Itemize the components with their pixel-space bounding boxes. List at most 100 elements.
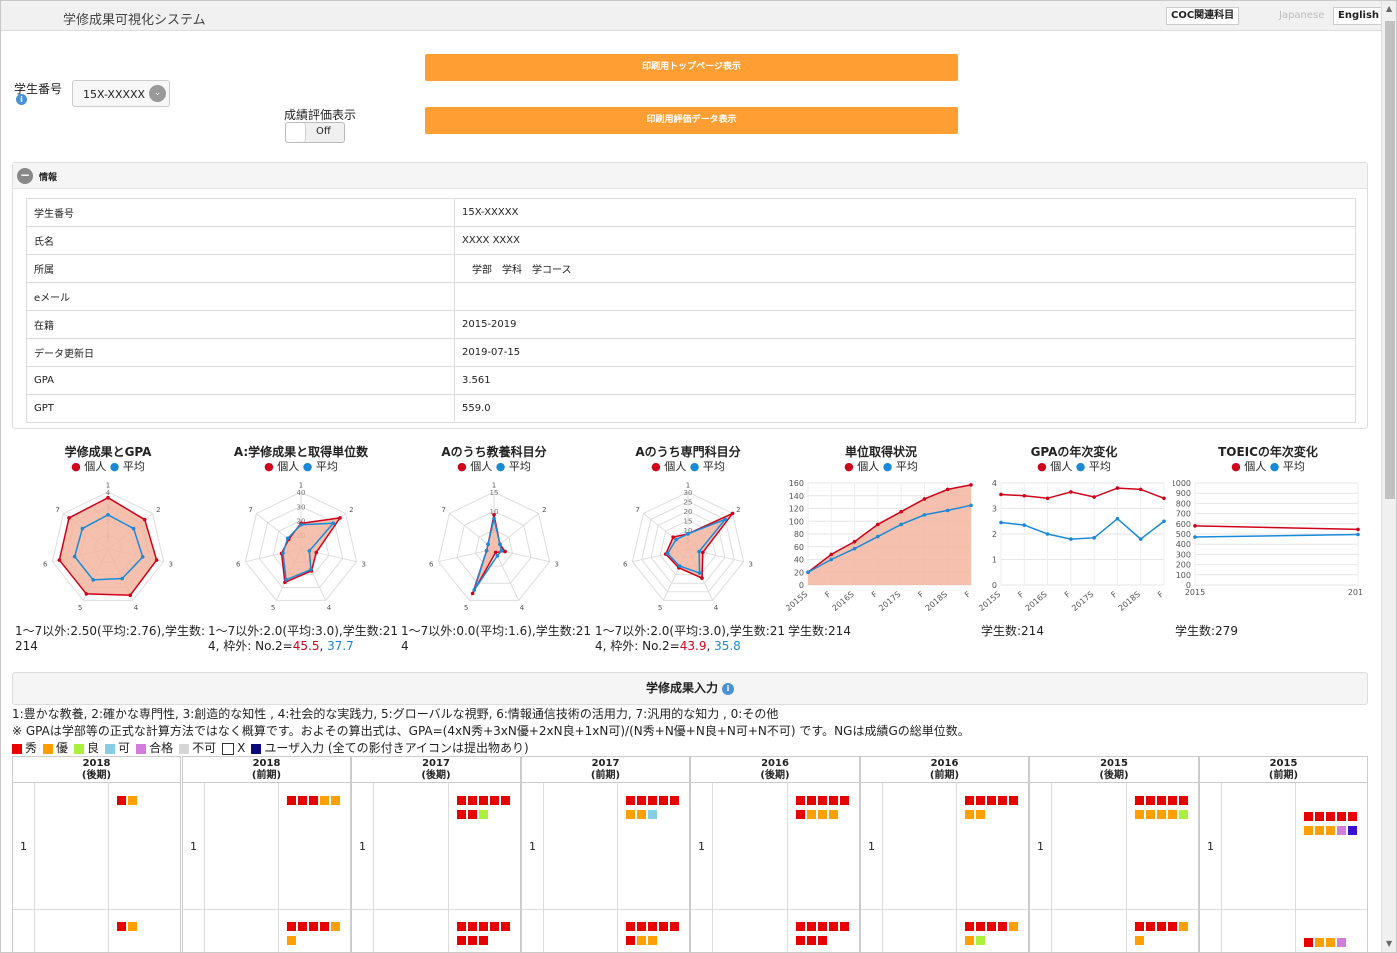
grade-icon[interactable]	[796, 936, 805, 945]
scroll-down-arrow-icon[interactable]: ▼	[1386, 939, 1393, 948]
grade-icon[interactable]	[807, 796, 816, 805]
grade-icon[interactable]	[965, 936, 974, 945]
grade-icon[interactable]	[287, 796, 296, 805]
grade-icon[interactable]	[1315, 826, 1324, 835]
scrollbar-thumb[interactable]	[1385, 21, 1395, 499]
student-number-select[interactable]: 15X-XXXXX ⌄	[72, 80, 170, 107]
chart-legend[interactable]: ● 個人 ● 平均	[206, 458, 396, 474]
grade-icon[interactable]	[298, 796, 307, 805]
grade-icon[interactable]	[807, 936, 816, 945]
grade-icon[interactable]	[659, 796, 668, 805]
grade-icon[interactable]	[1304, 812, 1313, 821]
grade-icon[interactable]	[1146, 796, 1155, 805]
chart-legend[interactable]: ● 個人 ● 平均	[979, 458, 1169, 474]
grade-icon[interactable]	[1168, 922, 1177, 931]
grade-icon[interactable]	[659, 922, 668, 931]
grade-icon[interactable]	[128, 796, 137, 805]
grade-icon[interactable]	[1135, 810, 1144, 819]
grade-icon[interactable]	[648, 922, 657, 931]
semester-header[interactable]: 2017 (後期)	[352, 757, 520, 783]
chart-legend[interactable]: ● 個人 ● 平均	[786, 458, 976, 474]
grade-icon[interactable]	[998, 796, 1007, 805]
grade-icon[interactable]	[829, 796, 838, 805]
grade-icon[interactable]	[1157, 810, 1166, 819]
grade-icon[interactable]	[1337, 938, 1346, 947]
grade-icon[interactable]	[1135, 936, 1144, 945]
grade-icon[interactable]	[479, 922, 488, 931]
grade-icon[interactable]	[1315, 938, 1324, 947]
grade-icon[interactable]	[457, 922, 466, 931]
semester-header[interactable]: 2015 (前期)	[1200, 757, 1367, 783]
grade-icon[interactable]	[117, 796, 126, 805]
grade-icon[interactable]	[320, 796, 329, 805]
grade-icon[interactable]	[331, 796, 340, 805]
semester-header[interactable]: 2016 (前期)	[861, 757, 1028, 783]
grade-icon[interactable]	[457, 936, 466, 945]
grade-icon[interactable]	[1315, 812, 1324, 821]
grade-icon[interactable]	[117, 922, 126, 931]
chart-legend[interactable]: ● 個人 ● 平均	[399, 458, 589, 474]
print-eval-data-button[interactable]: 印刷用評価データ表示	[425, 107, 958, 134]
grade-icon[interactable]	[829, 922, 838, 931]
lang-english-button[interactable]: English	[1333, 7, 1385, 25]
learning-outcome-input-header[interactable]: 学修成果入力 i	[12, 672, 1368, 705]
info-icon[interactable]: i	[722, 682, 734, 695]
grade-icon[interactable]	[479, 810, 488, 819]
grade-eval-toggle[interactable]: Off	[285, 122, 345, 143]
grade-icon[interactable]	[1337, 812, 1346, 821]
grade-icon[interactable]	[965, 922, 974, 931]
vertical-scrollbar[interactable]: ▲ ▼	[1381, 1, 1396, 952]
grade-icon[interactable]	[490, 796, 499, 805]
grade-icon[interactable]	[965, 810, 974, 819]
grade-icon[interactable]	[965, 796, 974, 805]
grade-icon[interactable]	[468, 796, 477, 805]
grade-icon[interactable]	[287, 936, 296, 945]
grade-icon[interactable]	[1009, 796, 1018, 805]
grade-icon[interactable]	[298, 922, 307, 931]
grade-icon[interactable]	[1179, 796, 1188, 805]
grade-icon[interactable]	[670, 796, 679, 805]
grade-icon[interactable]	[468, 810, 477, 819]
grade-icon[interactable]	[976, 810, 985, 819]
grade-icon[interactable]	[1304, 826, 1313, 835]
grade-icon[interactable]	[501, 796, 510, 805]
grade-icon[interactable]	[670, 922, 679, 931]
grade-icon[interactable]	[1009, 922, 1018, 931]
grade-icon[interactable]	[1304, 938, 1313, 947]
grade-icon[interactable]	[829, 810, 838, 819]
grade-icon[interactable]	[1326, 938, 1335, 947]
grade-icon[interactable]	[1179, 810, 1188, 819]
grade-icon[interactable]	[309, 922, 318, 931]
grade-icon[interactable]	[818, 936, 827, 945]
chart-legend[interactable]: ● 個人 ● 平均	[13, 458, 203, 474]
grade-icon[interactable]	[637, 810, 646, 819]
grade-icon[interactable]	[637, 922, 646, 931]
grade-icon[interactable]	[648, 796, 657, 805]
grade-icon[interactable]	[987, 922, 996, 931]
grade-icon[interactable]	[1135, 922, 1144, 931]
grade-icon[interactable]	[1168, 810, 1177, 819]
grade-icon[interactable]	[796, 796, 805, 805]
semester-header[interactable]: 2015 (後期)	[1030, 757, 1198, 783]
grade-icon[interactable]	[626, 810, 635, 819]
grade-icon[interactable]	[626, 796, 635, 805]
grade-icon[interactable]	[490, 922, 499, 931]
grade-icon[interactable]	[1337, 826, 1346, 835]
grade-icon[interactable]	[320, 922, 329, 931]
grade-icon[interactable]	[796, 922, 805, 931]
grade-icon[interactable]	[1348, 826, 1357, 835]
grade-icon[interactable]	[648, 936, 657, 945]
semester-header[interactable]: 2018 (前期)	[183, 757, 350, 783]
semester-header[interactable]: 2017 (前期)	[522, 757, 689, 783]
grade-icon[interactable]	[818, 922, 827, 931]
grade-icon[interactable]	[457, 796, 466, 805]
grade-icon[interactable]	[1348, 812, 1357, 821]
grade-icon[interactable]	[468, 936, 477, 945]
grade-icon[interactable]	[479, 796, 488, 805]
scroll-up-arrow-icon[interactable]: ▲	[1386, 4, 1393, 13]
grade-icon[interactable]	[457, 810, 466, 819]
lang-japanese-button[interactable]: Japanese	[1274, 7, 1330, 25]
semester-header[interactable]: 2018 (後期)	[13, 757, 180, 783]
grade-icon[interactable]	[840, 796, 849, 805]
grade-icon[interactable]	[807, 810, 816, 819]
